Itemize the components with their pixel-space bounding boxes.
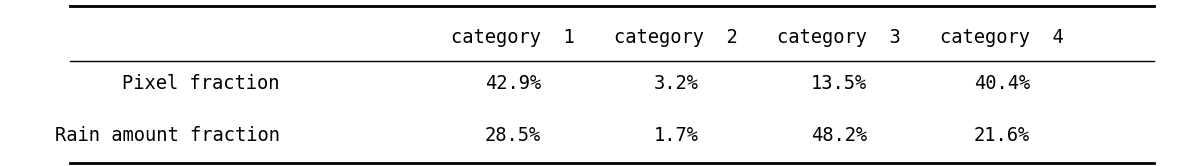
Text: category  3: category 3 — [777, 28, 901, 47]
Text: category  4: category 4 — [940, 28, 1064, 47]
Text: Rain amount fraction: Rain amount fraction — [55, 126, 280, 145]
Text: 40.4%: 40.4% — [975, 74, 1031, 92]
Text: 48.2%: 48.2% — [810, 126, 868, 145]
Text: 1.7%: 1.7% — [653, 126, 699, 145]
Text: 13.5%: 13.5% — [810, 74, 868, 92]
Text: category  1: category 1 — [451, 28, 575, 47]
Text: 42.9%: 42.9% — [484, 74, 541, 92]
Text: 3.2%: 3.2% — [653, 74, 699, 92]
Text: category  2: category 2 — [614, 28, 738, 47]
Text: Pixel fraction: Pixel fraction — [123, 74, 280, 92]
Text: 28.5%: 28.5% — [484, 126, 541, 145]
Text: 21.6%: 21.6% — [975, 126, 1031, 145]
